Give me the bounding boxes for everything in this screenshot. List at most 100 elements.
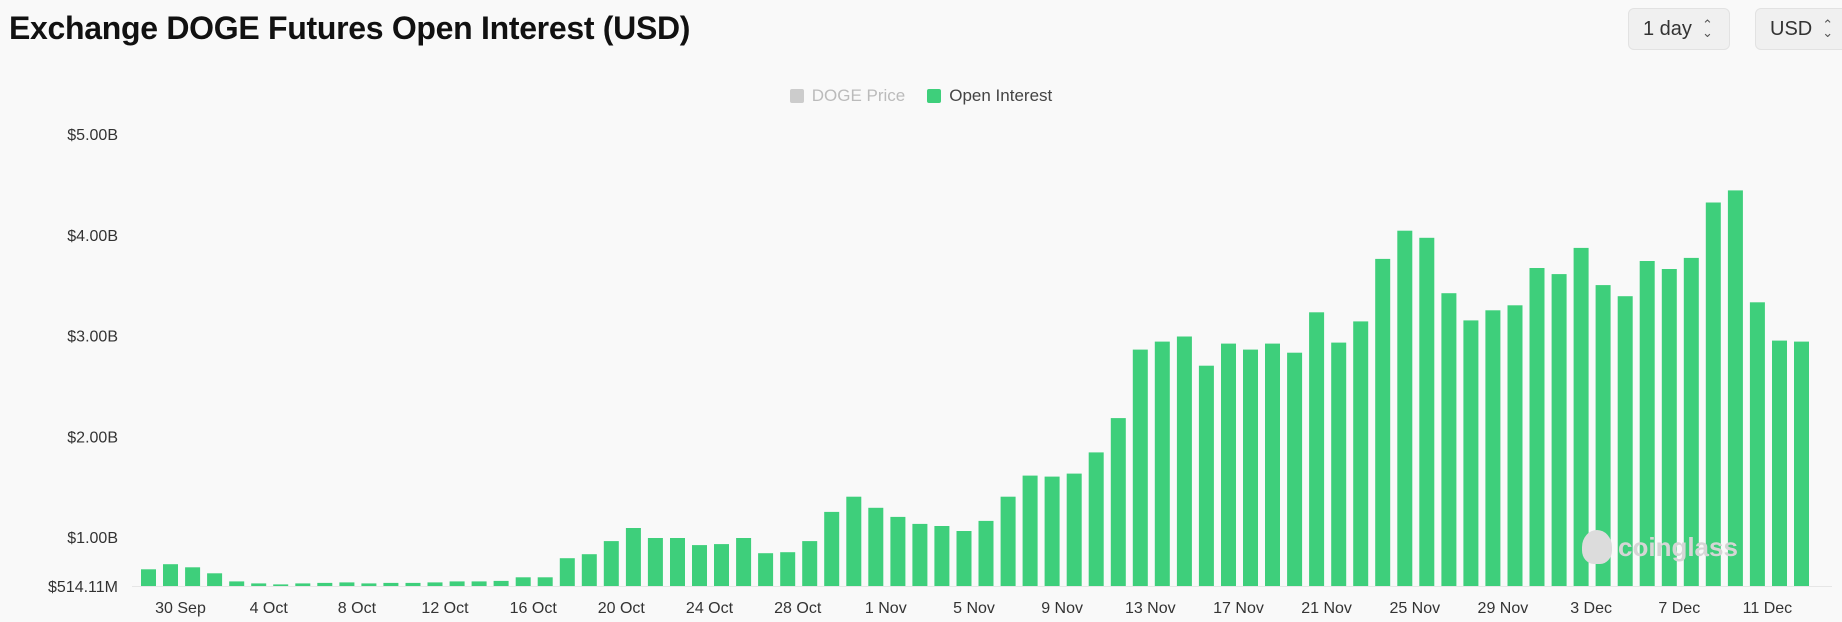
bar[interactable] — [581, 554, 597, 586]
bar[interactable] — [1485, 310, 1501, 586]
bar[interactable] — [978, 520, 994, 586]
bar[interactable] — [1198, 365, 1214, 586]
bar[interactable] — [934, 526, 950, 586]
bar[interactable] — [1397, 230, 1413, 586]
page-title: Exchange DOGE Futures Open Interest (USD… — [9, 10, 691, 46]
bar[interactable] — [317, 582, 333, 586]
bar[interactable] — [537, 577, 553, 586]
x-tick-label: 7 Dec — [1658, 600, 1700, 617]
bar[interactable] — [1573, 247, 1589, 586]
bar[interactable] — [1419, 237, 1435, 587]
bar[interactable] — [1507, 305, 1523, 586]
x-tick-label: 4 Oct — [250, 600, 289, 617]
bar[interactable] — [1749, 302, 1765, 586]
bar[interactable] — [758, 553, 774, 586]
bar[interactable] — [1683, 257, 1699, 586]
bar[interactable] — [1551, 274, 1567, 586]
bar[interactable] — [736, 538, 752, 586]
legend-swatch-doge-price — [789, 89, 804, 103]
bar[interactable] — [339, 582, 355, 586]
bar[interactable] — [1243, 349, 1258, 586]
bar[interactable] — [1110, 418, 1126, 586]
bar[interactable] — [912, 523, 928, 586]
chevron-up-down-icon: ⌃ ⌄ — [1701, 17, 1713, 40]
bar[interactable] — [493, 580, 509, 586]
bar[interactable] — [714, 544, 729, 586]
bar[interactable] — [207, 573, 223, 586]
bar[interactable] — [1331, 342, 1347, 586]
bar[interactable] — [1221, 343, 1236, 586]
x-tick-label: 29 Nov — [1478, 600, 1529, 617]
bar[interactable] — [1154, 341, 1170, 586]
bar[interactable] — [1088, 452, 1104, 586]
bar[interactable] — [383, 582, 399, 586]
bar[interactable] — [780, 552, 796, 586]
bar[interactable] — [670, 538, 685, 586]
interval-select[interactable]: 1 day ⌃ ⌄ — [1628, 8, 1730, 50]
bar[interactable] — [251, 583, 267, 586]
bar[interactable] — [1375, 258, 1391, 586]
legend-swatch-open-interest — [927, 89, 942, 103]
bar[interactable] — [141, 569, 156, 586]
bar[interactable] — [1529, 268, 1545, 586]
bar[interactable] — [361, 583, 377, 586]
bar[interactable] — [449, 581, 465, 586]
bar[interactable] — [185, 567, 201, 586]
chart-legend: DOGE Price Open Interest — [0, 86, 1842, 106]
bar[interactable] — [846, 496, 862, 586]
x-tick-label: 28 Oct — [774, 600, 822, 617]
bar[interactable] — [802, 541, 818, 586]
bar[interactable] — [559, 558, 575, 586]
bar[interactable] — [1727, 190, 1743, 586]
bar[interactable] — [1639, 261, 1655, 586]
y-tick-label: $1.00B — [67, 530, 118, 547]
currency-select-value: USD — [1770, 17, 1813, 40]
bar[interactable] — [295, 583, 311, 586]
bar[interactable] — [1794, 341, 1809, 586]
bar[interactable] — [1044, 476, 1060, 586]
legend-item-doge-price[interactable]: DOGE Price — [789, 86, 905, 106]
x-tick-label: 17 Nov — [1213, 600, 1264, 617]
y-tick-label: $514.11M — [48, 579, 118, 596]
bar[interactable] — [273, 584, 289, 586]
x-tick-label: 13 Nov — [1125, 600, 1176, 617]
bar[interactable] — [956, 531, 972, 586]
bar[interactable] — [603, 541, 619, 586]
bar[interactable] — [163, 564, 178, 586]
bar[interactable] — [1661, 269, 1677, 586]
bar[interactable] — [868, 507, 884, 586]
bar[interactable] — [890, 516, 906, 586]
x-tick-label: 11 Dec — [1743, 600, 1793, 617]
bar[interactable] — [427, 582, 443, 586]
bar[interactable] — [1309, 312, 1325, 586]
bar[interactable] — [471, 581, 487, 586]
x-tick-label: 9 Nov — [1041, 600, 1083, 617]
bar[interactable] — [692, 545, 707, 586]
coinglass-logo-icon — [1582, 530, 1612, 564]
bar[interactable] — [405, 582, 421, 586]
x-tick-label: 12 Oct — [421, 600, 469, 617]
bar[interactable] — [1176, 336, 1192, 587]
bar[interactable] — [1595, 285, 1611, 586]
bar[interactable] — [1000, 496, 1016, 586]
bar[interactable] — [824, 511, 840, 586]
bar[interactable] — [647, 538, 663, 586]
bar[interactable] — [1463, 320, 1479, 586]
bar[interactable] — [1617, 296, 1633, 586]
bar[interactable] — [1441, 293, 1457, 586]
bar[interactable] — [1066, 473, 1082, 586]
bar[interactable] — [1022, 475, 1038, 586]
bar[interactable] — [1772, 340, 1787, 586]
bar[interactable] — [229, 581, 245, 586]
y-tick-label: $3.00B — [67, 329, 118, 346]
bar[interactable] — [1265, 343, 1280, 586]
bar[interactable] — [1705, 202, 1721, 587]
currency-select[interactable]: USD ⌃ ⌄ — [1755, 8, 1842, 50]
bar[interactable] — [1132, 349, 1148, 586]
bar[interactable] — [515, 577, 531, 586]
bar[interactable] — [1287, 352, 1303, 586]
legend-item-open-interest[interactable]: Open Interest — [927, 86, 1052, 106]
bar[interactable] — [1353, 321, 1369, 586]
bar[interactable] — [625, 528, 641, 586]
